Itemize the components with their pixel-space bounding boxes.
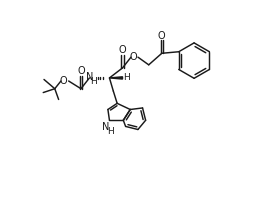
Text: N: N: [86, 72, 93, 82]
Text: O: O: [130, 52, 137, 62]
Polygon shape: [109, 77, 122, 79]
Text: H: H: [107, 126, 114, 136]
Text: O: O: [59, 76, 67, 86]
Text: N: N: [102, 122, 109, 132]
Text: H: H: [123, 73, 130, 82]
Text: O: O: [119, 45, 126, 55]
Text: O: O: [77, 66, 85, 76]
Text: O: O: [158, 31, 166, 41]
Text: H: H: [90, 77, 97, 86]
